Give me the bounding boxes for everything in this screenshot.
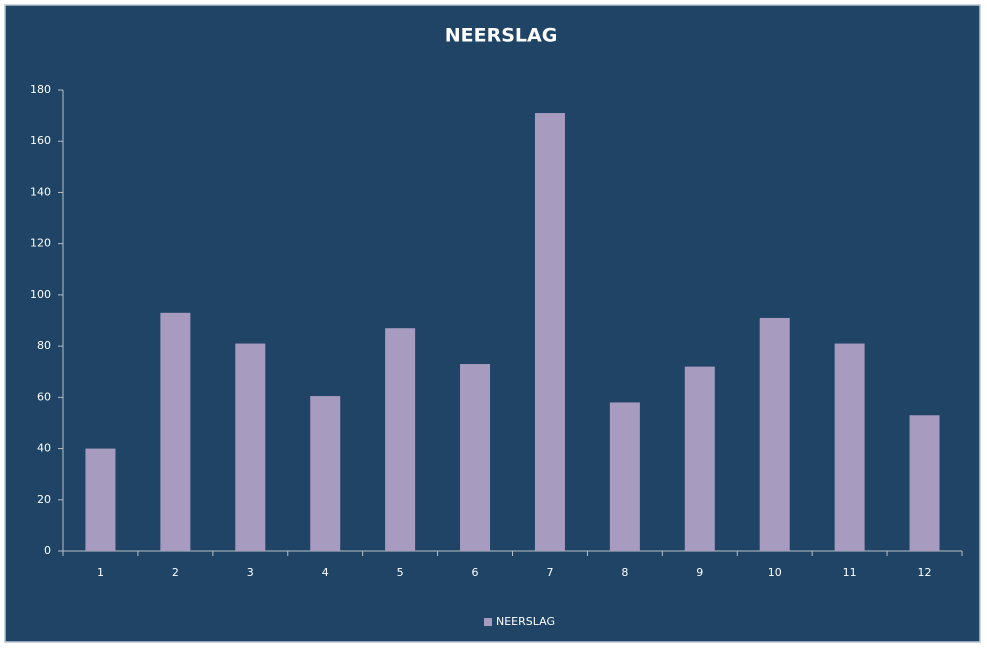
y-tick-label: 0 [44,544,51,557]
bar [85,448,116,551]
x-tick-label: 12 [918,566,932,579]
chart-title: NEERSLAG [445,25,558,47]
y-tick-label: 40 [37,442,51,455]
x-tick-label: 7 [546,566,553,579]
bar [609,402,640,551]
bar [909,415,940,551]
y-tick-label: 60 [37,390,51,403]
bar [534,113,565,552]
x-tick-label: 1 [97,566,104,579]
bar [385,328,416,551]
x-tick-label: 4 [322,566,329,579]
bar [759,317,790,551]
y-tick-label: 20 [37,493,51,506]
bar [235,343,266,551]
y-tick-label: 180 [30,83,51,96]
y-tick-label: 80 [37,339,51,352]
x-tick-label: 11 [843,566,857,579]
y-tick-label: 120 [30,237,51,250]
x-tick-label: 5 [397,566,404,579]
bar [834,343,865,551]
bar [460,364,491,551]
legend-label: NEERSLAG [496,615,555,628]
y-tick-label: 140 [30,185,51,198]
bar [160,312,191,551]
y-tick-label: 160 [30,134,51,147]
x-tick-label: 10 [768,566,782,579]
bar [684,366,715,551]
legend-swatch [484,618,492,626]
x-tick-label: 2 [172,566,179,579]
x-tick-label: 8 [621,566,628,579]
y-tick-label: 100 [30,288,51,301]
bar [310,396,341,551]
x-tick-label: 9 [696,566,703,579]
x-tick-label: 3 [247,566,254,579]
chart-background [4,4,981,643]
x-tick-label: 6 [472,566,479,579]
